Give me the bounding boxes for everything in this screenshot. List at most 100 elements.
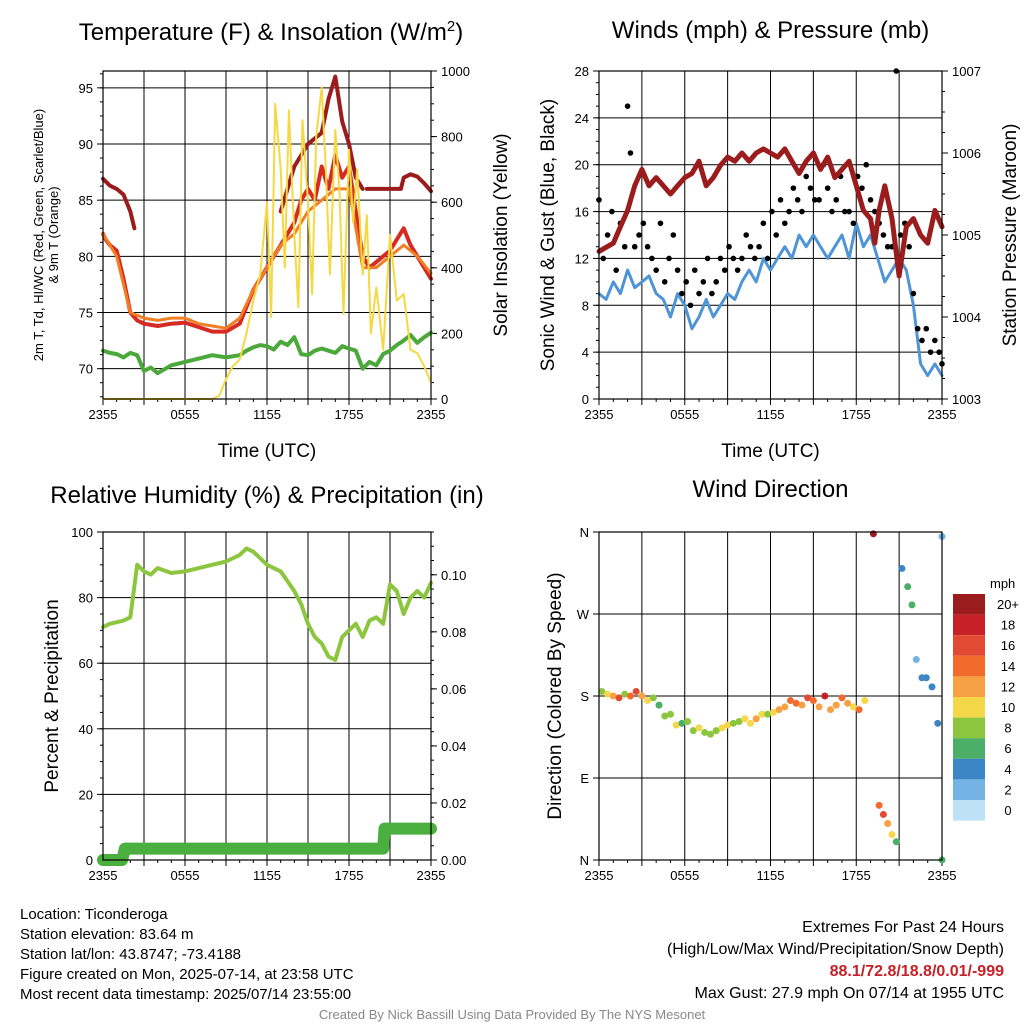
y-right-tick-label: 0.06 [441,682,466,697]
legend-label: 20+ [997,597,1019,612]
extremes-subheading: (High/Low/Max Wind/Precipitation/Snow De… [666,941,1004,958]
data-point-gust [721,267,728,273]
data-point-gust [799,208,805,215]
data-point-gust [846,208,852,215]
x-tick-label: 1755 [335,868,364,883]
station-elevation: Station elevation: 83.64 m [20,926,194,943]
direction-point [792,699,800,707]
direction-point [752,715,760,723]
data-point-gust [812,197,818,203]
x-axis-label: Time (UTC) [218,441,317,462]
y-tick-label: 8 [582,298,589,313]
y-right-tick-label: 0.02 [441,796,466,811]
legend-label: 6 [1004,741,1011,756]
x-tick-label: 2355 [928,407,957,422]
legend-swatch [953,758,985,780]
direction-point [649,694,657,702]
data-point-gust [713,279,719,285]
data-point-gust [609,208,615,215]
data-point-gust [803,173,810,180]
direction-point [632,687,640,695]
data-point-gust [631,243,638,250]
direction-point [922,674,930,682]
legend-label: 4 [1004,762,1011,777]
series-line-pressure [596,146,945,279]
legend-label: 10 [1001,700,1015,715]
series-line-rh [101,546,433,662]
series-line-temp_9m [101,187,433,330]
direction-point [655,701,663,709]
y-right-tick-label: 400 [441,261,463,276]
x-tick-label: 1155 [253,868,281,883]
data-point-gust [604,232,611,238]
data-point-gust [636,232,642,238]
data-point-gust [704,255,711,262]
data-point-gust [919,337,925,344]
direction-point [838,694,846,702]
y-right-tick-label: 800 [441,130,463,145]
y-right-tick-label: 0.08 [441,625,466,640]
y-tick-label: 20 [575,158,589,173]
y-axis-label-line2: & 9m T (Orange) [46,186,61,283]
legend-swatch [953,655,985,677]
y-right-tick-label: 200 [441,326,463,341]
legend-label: 2 [1004,782,1011,797]
y-right-tick-label: 1005 [952,228,981,243]
data-point-gust [807,185,814,191]
data-point-gust [863,161,870,168]
data-point-gust [850,220,857,227]
y-right-axis-label: Solar Insolation (Yellow) [491,133,512,336]
data-point-gust [829,208,835,215]
y-right-tick-label: 1007 [952,64,981,79]
data-point-gust [691,267,698,273]
x-tick-label: 1155 [253,407,281,422]
legend-swatch [953,800,985,821]
legend-label: 12 [1001,679,1015,694]
direction-point [769,708,777,716]
data-point-gust [781,220,788,227]
figure-created: Figure created on Mon, 2025-07-14, at 23… [20,966,354,983]
series-line-precip [97,822,437,866]
direction-point [626,692,634,700]
x-tick-label: 0555 [670,407,699,422]
data-point-gust [936,349,942,355]
data-point-gust [910,290,917,297]
data-point-gust [751,255,758,262]
direction-point [787,697,795,705]
direction-point [638,692,646,700]
direction-point [884,820,892,828]
data-point-gust [927,349,934,355]
direction-point [832,701,840,709]
legend-swatch [953,779,985,800]
y-tick-label: N [580,853,589,868]
legend-swatch [953,676,985,697]
y-tick-label: 100 [71,525,93,540]
legend-label: 0 [1004,803,1011,818]
direction-point [644,697,652,705]
y-right-tick-label: 0.10 [441,568,466,583]
data-point-gust [726,243,732,250]
data-point-gust [661,279,668,285]
data-point-gust [872,208,878,215]
chart-title: Temperature (F) & Insolation (W/m2) [79,18,463,46]
data-point-gust [683,279,689,285]
series-line-dewpoint [101,330,433,376]
y-tick-label: N [580,525,589,540]
x-tick-label: 0555 [171,407,200,422]
data-point-gust [653,267,659,273]
direction-point [672,721,680,729]
data-point-gust [624,103,631,109]
data-point-gust [644,243,651,250]
x-tick-label: 2355 [585,868,614,883]
direction-point [809,697,817,705]
direction-point [729,719,737,727]
direction-point [724,721,732,729]
x-axis-label: Time (UTC) [721,441,820,462]
direction-point [804,694,812,702]
y-axis-label: Sonic Wind & Gust (Blue, Black) [538,99,559,371]
plot-frame [102,531,432,861]
data-point-gust [816,197,822,203]
y-tick-label: 60 [79,656,93,671]
direction-point [695,724,703,732]
